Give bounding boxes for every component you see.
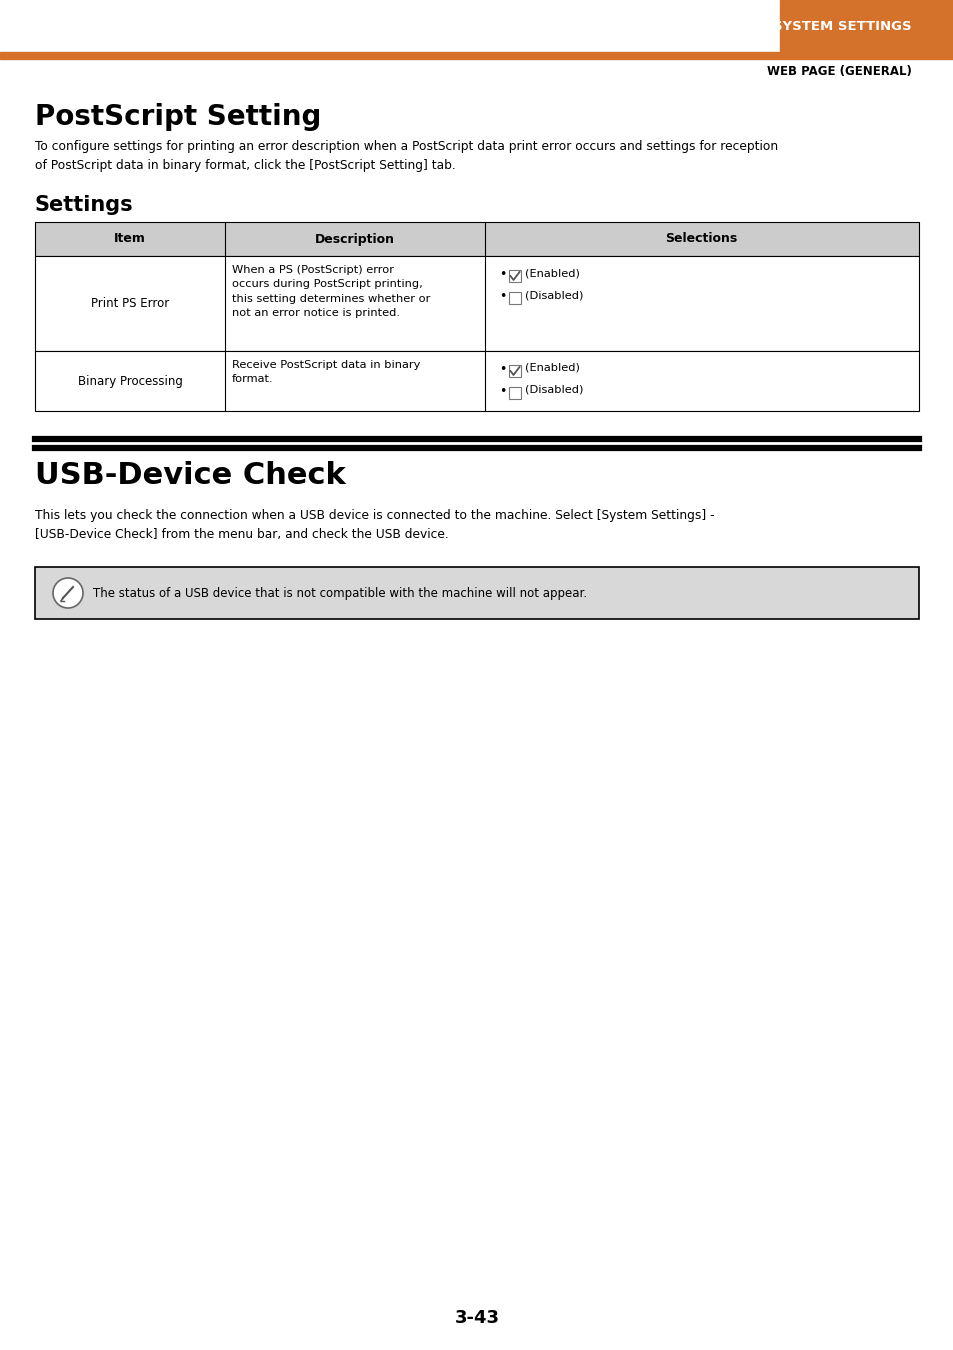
Text: Print PS Error: Print PS Error [91,297,169,310]
Bar [35,256,918,351]
Bar [509,387,520,400]
Text: (Disabled): (Disabled) [524,290,583,300]
Text: (Enabled): (Enabled) [524,269,579,278]
Text: 3-43: 3-43 [454,1310,499,1327]
Text: When a PS (PostScript) error
occurs during PostScript printing,
this setting det: When a PS (PostScript) error occurs duri… [232,265,430,319]
Text: Settings: Settings [35,194,133,215]
Text: To configure settings for printing an error description when a PostScript data p: To configure settings for printing an er… [35,140,778,171]
Text: Binary Processing: Binary Processing [77,374,182,387]
Text: Description: Description [314,232,395,246]
Bar [35,351,918,410]
Bar [35,567,918,620]
Bar [35,221,918,256]
Bar [0,53,953,59]
Text: SYSTEM SETTINGS: SYSTEM SETTINGS [773,19,911,32]
Text: WEB PAGE (GENERAL): WEB PAGE (GENERAL) [766,66,911,78]
Text: (Disabled): (Disabled) [524,385,583,396]
Circle shape [53,578,83,608]
Text: •: • [498,363,506,377]
Bar [509,270,520,282]
Text: •: • [498,385,506,398]
Text: The status of a USB device that is not compatible with the machine will not appe: The status of a USB device that is not c… [92,586,586,599]
Bar [780,0,953,53]
Text: •: • [498,290,506,302]
Text: Selections: Selections [664,232,737,246]
Text: PostScript Setting: PostScript Setting [35,103,321,131]
Text: (Enabled): (Enabled) [524,363,579,373]
Bar [509,292,520,304]
Text: Receive PostScript data in binary
format.: Receive PostScript data in binary format… [232,360,420,385]
Bar [509,364,520,377]
Text: Item: Item [114,232,146,246]
Text: This lets you check the connection when a USB device is connected to the machine: This lets you check the connection when … [35,509,714,541]
Text: USB-Device Check: USB-Device Check [35,460,345,490]
Text: •: • [498,269,506,281]
